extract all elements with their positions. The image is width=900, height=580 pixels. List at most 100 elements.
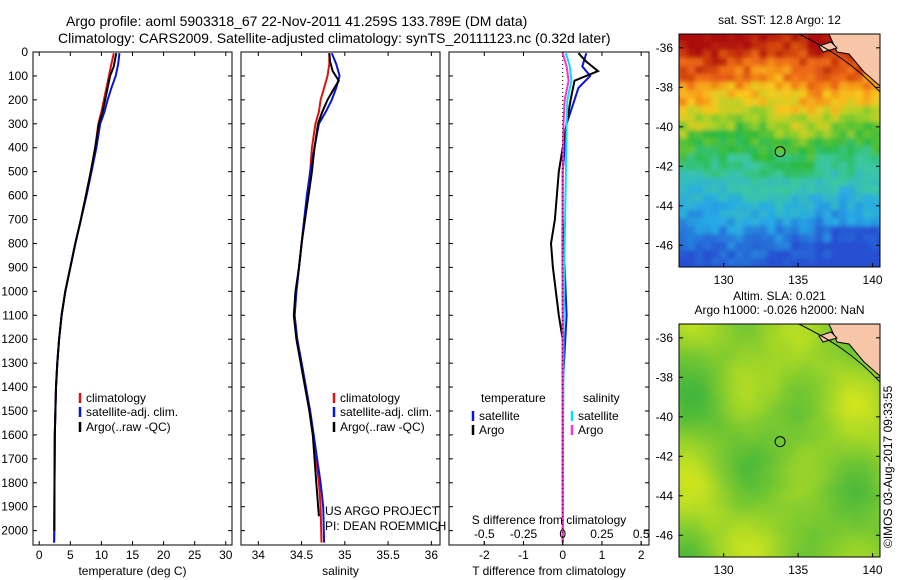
map-cell xyxy=(735,340,744,349)
map-cell xyxy=(799,98,808,107)
map-cell xyxy=(719,178,728,187)
map-cell xyxy=(687,404,696,413)
map-cell xyxy=(799,50,808,59)
map-cell xyxy=(711,194,720,203)
map-cell xyxy=(823,242,832,251)
map-cell xyxy=(679,396,688,405)
map-cell xyxy=(703,404,712,413)
map-cell xyxy=(871,186,880,195)
map-cell xyxy=(887,186,896,195)
map-cell xyxy=(863,404,872,413)
map-cell xyxy=(855,524,864,533)
map-cell xyxy=(687,380,696,389)
map-cell xyxy=(799,508,808,517)
map-cell xyxy=(855,388,864,397)
map-cell xyxy=(823,106,832,115)
map-cell xyxy=(847,452,856,461)
map-cell xyxy=(775,460,784,469)
map-cell xyxy=(863,90,872,99)
map-cell xyxy=(847,154,856,163)
map-cell xyxy=(783,348,792,357)
map-cell xyxy=(807,154,816,163)
y-tick-label: 600 xyxy=(8,189,28,203)
map-cell xyxy=(775,210,784,219)
map-cell xyxy=(711,98,720,107)
map-cell xyxy=(679,524,688,533)
map-cell xyxy=(759,98,768,107)
map-cell xyxy=(831,258,840,267)
map-cell xyxy=(775,90,784,99)
map-cell xyxy=(695,332,704,341)
x-tick-label: 5 xyxy=(67,548,74,562)
map-cell xyxy=(727,234,736,243)
map-cell xyxy=(767,98,776,107)
map-cell xyxy=(735,412,744,421)
map-cell xyxy=(815,186,824,195)
map-cell xyxy=(831,404,840,413)
map-cell xyxy=(831,492,840,501)
map-cell xyxy=(791,194,800,203)
map-cell xyxy=(839,540,848,549)
map-cell xyxy=(679,476,688,485)
map-cell xyxy=(855,516,864,525)
map-cell xyxy=(855,226,864,235)
x-tick-label: 10 xyxy=(95,548,109,562)
map-cell xyxy=(679,468,688,477)
map-cell xyxy=(703,492,712,501)
map-cell xyxy=(807,540,816,549)
map-cell xyxy=(863,194,872,203)
map-cell xyxy=(823,258,832,267)
map-cell xyxy=(887,26,896,35)
map-cell xyxy=(783,50,792,59)
map-cell xyxy=(767,178,776,187)
map-cell xyxy=(735,420,744,429)
map-cell xyxy=(759,170,768,179)
map-cell xyxy=(823,122,832,131)
map-cell xyxy=(711,460,720,469)
map-cell xyxy=(847,388,856,397)
map-cell xyxy=(687,74,696,83)
map-cell xyxy=(871,122,880,131)
map-cell xyxy=(703,388,712,397)
map-cell xyxy=(831,500,840,509)
map-cell xyxy=(839,114,848,123)
map-cell xyxy=(783,146,792,155)
map-cell xyxy=(735,162,744,171)
map-cell xyxy=(687,524,696,533)
series-line xyxy=(292,53,340,517)
map-cell xyxy=(679,540,688,549)
map-cell xyxy=(823,524,832,533)
map-cell xyxy=(815,532,824,541)
map-cell xyxy=(823,130,832,139)
map-cell xyxy=(743,170,752,179)
map-cell xyxy=(719,90,728,99)
map-cell xyxy=(839,50,848,59)
map-cell xyxy=(855,356,864,365)
map-cell xyxy=(807,178,816,187)
map-cell xyxy=(775,436,784,445)
map-cell xyxy=(839,428,848,437)
map-cell xyxy=(775,420,784,429)
map-cell xyxy=(695,500,704,509)
map-cell xyxy=(703,500,712,509)
map-cell xyxy=(815,170,824,179)
map-cell xyxy=(703,74,712,83)
map-cell xyxy=(815,146,824,155)
map-cell xyxy=(831,380,840,389)
map-cell xyxy=(711,492,720,501)
map-cell xyxy=(855,138,864,147)
map-cell xyxy=(791,524,800,533)
map-cell xyxy=(735,396,744,405)
map-cell xyxy=(703,226,712,235)
map-cell xyxy=(871,258,880,267)
map-cell xyxy=(831,146,840,155)
map-cell xyxy=(743,194,752,203)
map-cell xyxy=(783,436,792,445)
y-tick-label: 1500 xyxy=(1,404,28,418)
map-cell xyxy=(791,250,800,259)
map-cell xyxy=(695,372,704,381)
map-cell xyxy=(695,74,704,83)
map-cell xyxy=(823,492,832,501)
map-cell xyxy=(759,324,768,333)
map-cell xyxy=(751,218,760,227)
